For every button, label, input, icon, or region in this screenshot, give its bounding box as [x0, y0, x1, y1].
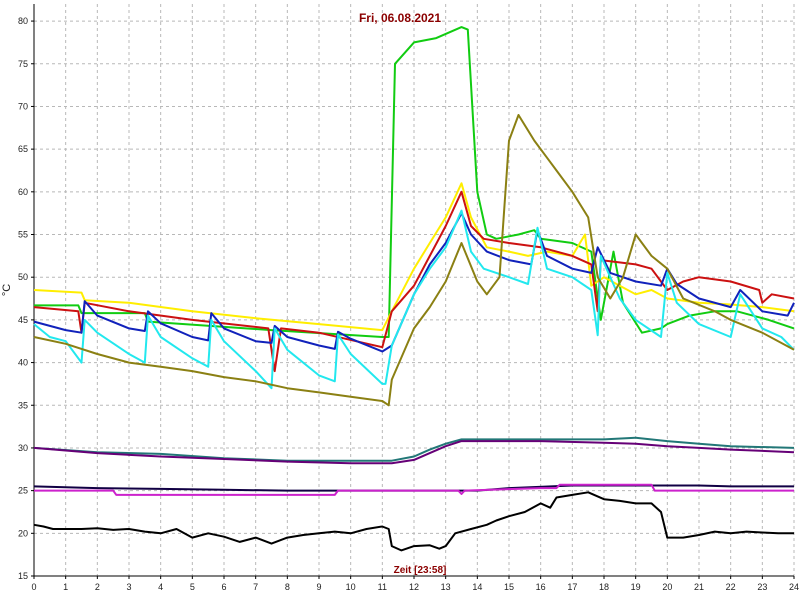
series-line-2 — [33, 182, 795, 332]
y-tick-label: 80 — [18, 16, 28, 26]
x-tick-label: 16 — [536, 582, 546, 592]
x-tick-label: 9 — [316, 582, 321, 592]
y-tick-label: 40 — [18, 358, 28, 368]
x-tick-label: 24 — [789, 582, 799, 592]
y-tick-label: 45 — [18, 315, 28, 325]
x-tick-label: 6 — [221, 582, 226, 592]
x-tick-label: 15 — [504, 582, 514, 592]
y-tick-label: 50 — [18, 272, 28, 282]
y-tick-label: 15 — [18, 571, 28, 581]
x-tick-label: 10 — [346, 582, 356, 592]
x-tick-label: 1 — [63, 582, 68, 592]
x-tick-label: 12 — [409, 582, 419, 592]
y-axis-label: °C — [1, 284, 13, 296]
y-tick-label: 25 — [18, 486, 28, 496]
x-tick-label: 8 — [285, 582, 290, 592]
x-tick-label: 19 — [631, 582, 641, 592]
x-tick-label: 14 — [472, 582, 482, 592]
series-line-3 — [33, 190, 795, 373]
x-axis-label: Zeit [23:58] — [394, 565, 447, 576]
y-tick-label: 30 — [18, 443, 28, 453]
series-line-10 — [34, 483, 794, 496]
y-tick-label: 55 — [18, 230, 28, 240]
series-line-11 — [33, 491, 794, 552]
x-tick-label: 3 — [126, 582, 131, 592]
x-tick-label: 21 — [694, 582, 704, 592]
y-tick-label: 35 — [18, 400, 28, 410]
x-tick-label: 4 — [158, 582, 163, 592]
x-tick-label: 13 — [441, 582, 451, 592]
x-tick-label: 17 — [567, 582, 577, 592]
x-tick-label: 18 — [599, 582, 609, 592]
x-tick-label: 5 — [190, 582, 195, 592]
y-tick-label: 20 — [18, 528, 28, 538]
series-group — [33, 26, 795, 552]
x-tick-label: 7 — [253, 582, 258, 592]
y-tick-label: 70 — [18, 101, 28, 111]
series-line-5 — [33, 209, 795, 390]
y-tick-label: 60 — [18, 187, 28, 197]
x-tick-label: 11 — [378, 582, 387, 592]
x-tick-label: 22 — [726, 582, 736, 592]
y-tick-label: 65 — [18, 144, 28, 154]
y-tick-label: 75 — [18, 59, 28, 69]
chart-title: Fri, 06.08.2021 — [359, 11, 441, 25]
series-line-8 — [33, 440, 795, 465]
x-tick-label: 20 — [662, 582, 672, 592]
x-tick-label: 2 — [95, 582, 100, 592]
series-line-6 — [33, 114, 795, 407]
x-tick-label: 0 — [31, 582, 36, 592]
x-tick-label: 23 — [757, 582, 767, 592]
